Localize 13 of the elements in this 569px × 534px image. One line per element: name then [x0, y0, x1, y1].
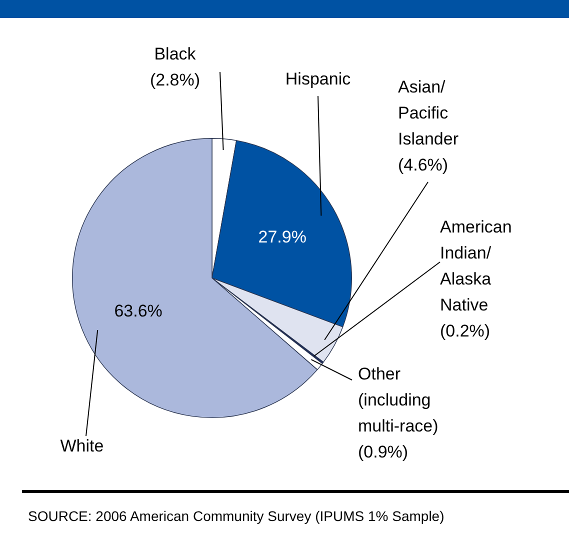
- data-label: (0.9%): [358, 442, 408, 462]
- data-label: (2.8%): [150, 70, 200, 90]
- source-note: SOURCE: 2006 American Community Survey (IPUMS 1% Sample): [28, 508, 444, 524]
- slice-label: Black: [154, 44, 196, 64]
- data-label: (4.6%): [398, 156, 448, 175]
- slice-label: White: [60, 436, 104, 456]
- slice-label: Other (including multi-race): [358, 364, 438, 436]
- slice-label: American Indian/ Alaska Native: [440, 218, 512, 315]
- data-label: (0.2%): [440, 322, 490, 341]
- data-label: 63.6%: [114, 301, 162, 320]
- slice-label: Asian/ Pacific Islander: [398, 78, 459, 149]
- slice-label: Hispanic: [285, 70, 352, 89]
- data-label: 27.9%: [258, 228, 306, 247]
